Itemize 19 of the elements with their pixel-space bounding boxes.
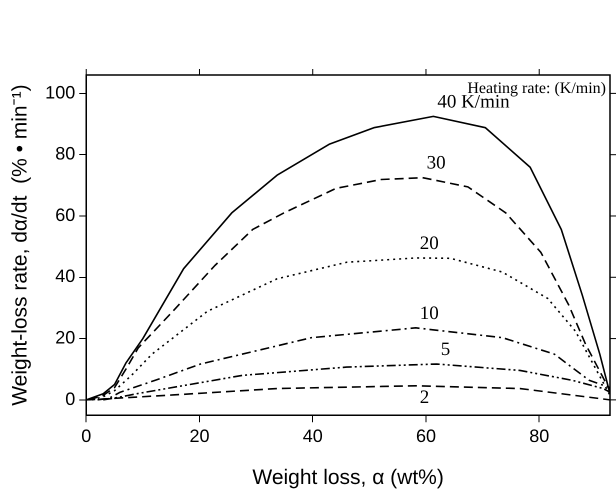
series-label: 20	[420, 232, 439, 254]
series-label: 2	[420, 386, 430, 408]
legend-title: Heating rate: (K/min)	[467, 80, 606, 98]
y-tick-label: 40	[55, 266, 76, 286]
x-tick-label: 20	[189, 426, 210, 446]
y-tick-label: 100	[45, 82, 76, 102]
y-tick-label: 0	[65, 388, 76, 409]
y-tick-label: 20	[55, 328, 76, 348]
x-tick-label: 60	[416, 426, 436, 446]
series-label: 5	[440, 339, 450, 360]
y-tick-label: 80	[55, 144, 76, 164]
y-axis-title: Weight-loss rate, dα/dt (% • min⁻¹)	[8, 84, 32, 406]
series-label: 10	[420, 302, 439, 324]
series-label: 30	[426, 152, 446, 174]
x-axis-title: Weight loss, α (wt%)	[252, 466, 444, 490]
y-tick-label: 60	[55, 204, 76, 225]
x-tick-label: 40	[302, 426, 323, 446]
x-tick-label: 0	[81, 426, 92, 446]
x-tick-label: 80	[529, 426, 550, 446]
